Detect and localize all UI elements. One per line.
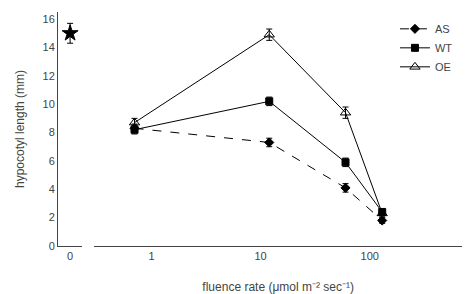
svg-text:12: 12 (43, 70, 55, 82)
svg-text:2: 2 (49, 211, 55, 223)
svg-text:WT: WT (435, 42, 452, 54)
svg-text:0: 0 (49, 240, 55, 252)
svg-text:6: 6 (49, 155, 55, 167)
svg-text:0: 0 (67, 250, 73, 262)
svg-text:OE: OE (435, 61, 451, 73)
svg-text:10: 10 (254, 250, 266, 262)
svg-text:100: 100 (361, 250, 379, 262)
svg-text:1: 1 (148, 250, 154, 262)
svg-text:4: 4 (49, 183, 55, 195)
svg-text:8: 8 (49, 126, 55, 138)
svg-text:hypocotyl length (mm): hypocotyl length (mm) (13, 70, 27, 188)
svg-text:10: 10 (43, 98, 55, 110)
svg-text:fluence rate (μmol m⁻² sec⁻¹): fluence rate (μmol m⁻² sec⁻¹) (202, 280, 354, 294)
svg-text:16: 16 (43, 13, 55, 25)
svg-text:14: 14 (43, 41, 55, 53)
svg-text:AS: AS (435, 23, 450, 35)
